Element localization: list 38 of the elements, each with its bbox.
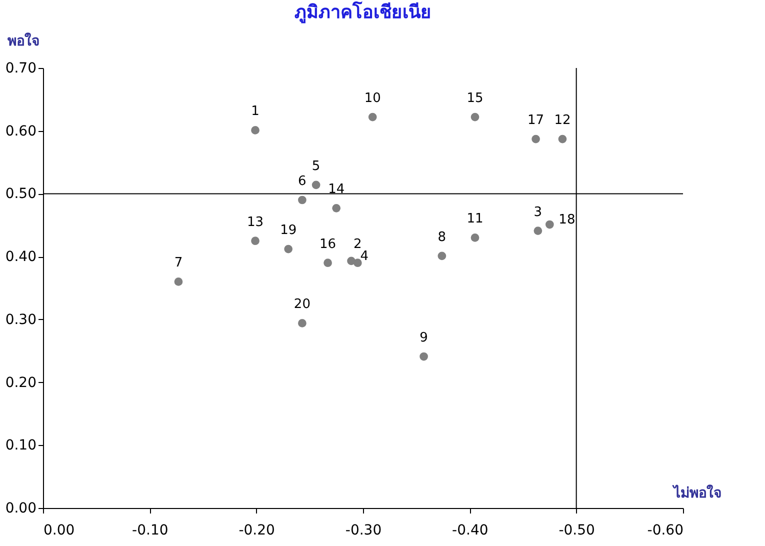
annotation: 20 [294,297,310,312]
annotation: 3 [534,204,542,220]
annotation: 19 [280,223,297,238]
y-tick-label: 0.40 [5,249,36,266]
y-tick-label: 0.10 [5,438,36,454]
annotation: 5 [312,158,320,174]
y-tick-label: 0.20 [5,374,36,391]
y-axis-title: พอใจ [8,32,40,50]
annotation: 10 [364,91,381,106]
y-tick-label: 0.60 [5,123,36,140]
annotation: 8 [438,230,446,245]
annotation: 18 [558,212,576,228]
y-tick-label: 0.70 [5,60,36,76]
annotation: 4 [360,248,369,264]
chart-title: ภูมิภาคโอเชียเนีย [294,1,432,24]
x-tick-label: -0.50 [558,522,595,538]
y-tick-label: 0.30 [5,312,36,328]
annotation: 1 [251,104,260,120]
x-tick-label: 0.00 [44,522,75,538]
annotation: 17 [528,113,544,128]
annotation: 15 [466,91,484,106]
y-tick-label: 0.50 [5,186,36,202]
y-tick-label: 0.00 [5,500,36,516]
x-tick-label: -0.20 [238,522,275,538]
annotation: 13 [246,214,264,230]
x-axis-title: ไม่พอใจ [672,484,722,502]
annotation: 16 [320,236,336,252]
annotation: 7 [174,256,183,271]
x-tick-label: -0.60 [647,522,684,538]
annotation: 6 [298,174,306,189]
annotation: 9 [420,330,428,346]
x-tick-label: -0.30 [345,522,382,538]
annotation: 14 [328,182,345,198]
annotation: 11 [466,212,484,227]
annotation: 2 [354,236,362,252]
annotation: 12 [554,113,571,128]
x-tick-label: -0.10 [132,522,168,538]
x-tick-label: -0.40 [452,522,488,538]
